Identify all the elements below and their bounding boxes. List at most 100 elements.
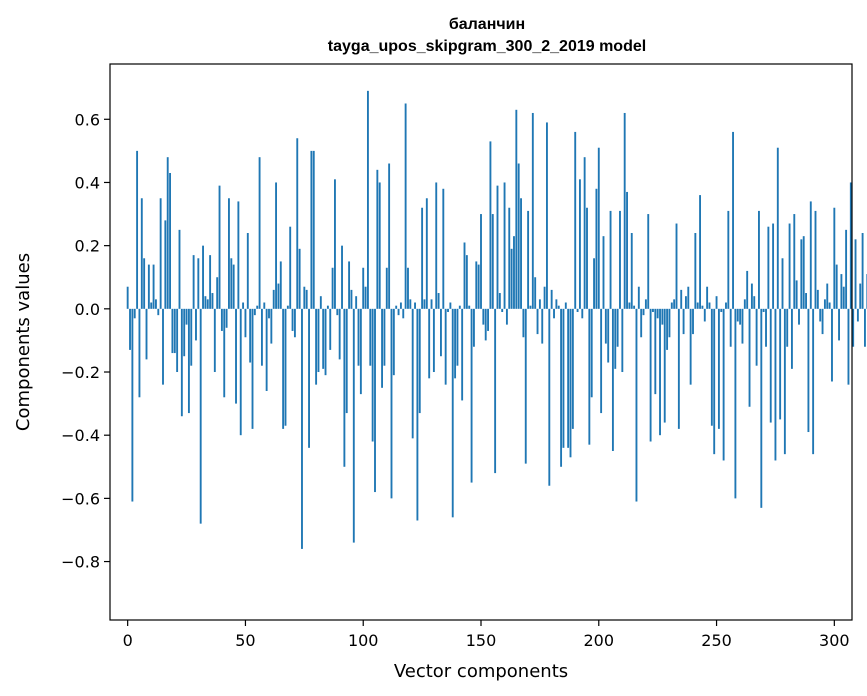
bar: [505, 308, 508, 325]
bar: [619, 210, 621, 309]
x-tick-label: 50: [235, 631, 255, 650]
bar: [454, 308, 457, 379]
bar: [501, 308, 504, 312]
bar: [482, 308, 485, 325]
bar: [162, 308, 164, 385]
bar: [284, 308, 287, 426]
bar: [348, 261, 351, 309]
bar: [350, 289, 353, 309]
bar: [546, 122, 548, 309]
bar: [206, 299, 209, 309]
bar: [154, 299, 157, 309]
bar: [140, 198, 143, 309]
bar: [239, 308, 242, 436]
bar: [371, 308, 374, 442]
bar: [334, 179, 336, 309]
bar: [480, 214, 482, 309]
bar: [491, 214, 494, 309]
bar: [258, 157, 261, 309]
bar: [823, 299, 826, 309]
bar: [171, 308, 174, 354]
bar: [265, 308, 268, 391]
bar: [440, 308, 442, 357]
bar: [336, 308, 339, 316]
bar: [291, 308, 294, 331]
bar: [268, 308, 270, 319]
bar: [814, 210, 817, 309]
bar: [199, 308, 202, 524]
y-axis-label: Components values: [13, 253, 34, 431]
bar: [687, 286, 690, 309]
bar: [611, 308, 614, 451]
bar: [560, 308, 563, 467]
bar: [425, 198, 428, 309]
bar: [416, 308, 419, 521]
bar: [562, 308, 565, 448]
bar: [279, 261, 282, 309]
bar: [765, 308, 767, 347]
bar: [696, 302, 699, 309]
bar: [385, 267, 388, 309]
bar: [228, 198, 230, 309]
bar: [604, 308, 607, 344]
bar: [647, 214, 650, 309]
bar: [628, 302, 631, 309]
bar: [447, 308, 449, 312]
bar: [404, 103, 407, 309]
bar: [859, 283, 862, 309]
bar: [597, 147, 600, 309]
x-axis-label: Vector components: [394, 661, 568, 682]
bar: [527, 210, 530, 309]
bar: [684, 296, 687, 309]
bar: [708, 302, 711, 309]
bar: [743, 299, 746, 309]
bar: [786, 308, 789, 347]
bar: [842, 286, 845, 309]
bar: [423, 299, 426, 309]
bar: [644, 299, 647, 309]
bar: [769, 308, 772, 423]
chart-title: баланчин: [449, 16, 525, 33]
bar: [741, 308, 744, 344]
y-axis: −0.8 −0.6 −0.4 −0.2 0.0 0.2 0.4 0.6: [61, 110, 110, 572]
bar: [828, 302, 831, 309]
bar: [517, 163, 520, 309]
bar: [840, 274, 843, 309]
bar: [508, 207, 511, 309]
bar: [166, 157, 169, 309]
bar: [442, 188, 445, 309]
bar: [213, 308, 216, 373]
bar: [593, 258, 595, 309]
bar: [286, 305, 289, 309]
bar: [772, 223, 775, 309]
bar: [722, 308, 725, 461]
bar: [324, 308, 327, 376]
bar: [520, 198, 522, 309]
bar: [538, 299, 541, 309]
bar: [654, 308, 657, 395]
bar: [656, 308, 659, 319]
bar: [753, 296, 756, 309]
bar: [414, 302, 416, 309]
bar: [345, 308, 348, 414]
bar: [383, 308, 386, 366]
bar: [541, 308, 544, 344]
bar: [666, 308, 669, 350]
y-tick-label: −0.4: [61, 426, 100, 445]
bar: [812, 308, 815, 455]
bar: [581, 308, 584, 319]
bar: [821, 308, 824, 335]
bar: [816, 289, 819, 309]
bar: [600, 308, 603, 414]
bar: [223, 308, 226, 398]
bar: [197, 258, 200, 309]
bar: [838, 308, 840, 341]
bar: [734, 308, 737, 499]
bar: [343, 308, 346, 467]
bar: [588, 308, 591, 445]
bar: [779, 308, 782, 420]
bar: [524, 308, 527, 464]
bar: [802, 236, 805, 309]
bar: [800, 239, 803, 309]
bar: [475, 261, 478, 309]
